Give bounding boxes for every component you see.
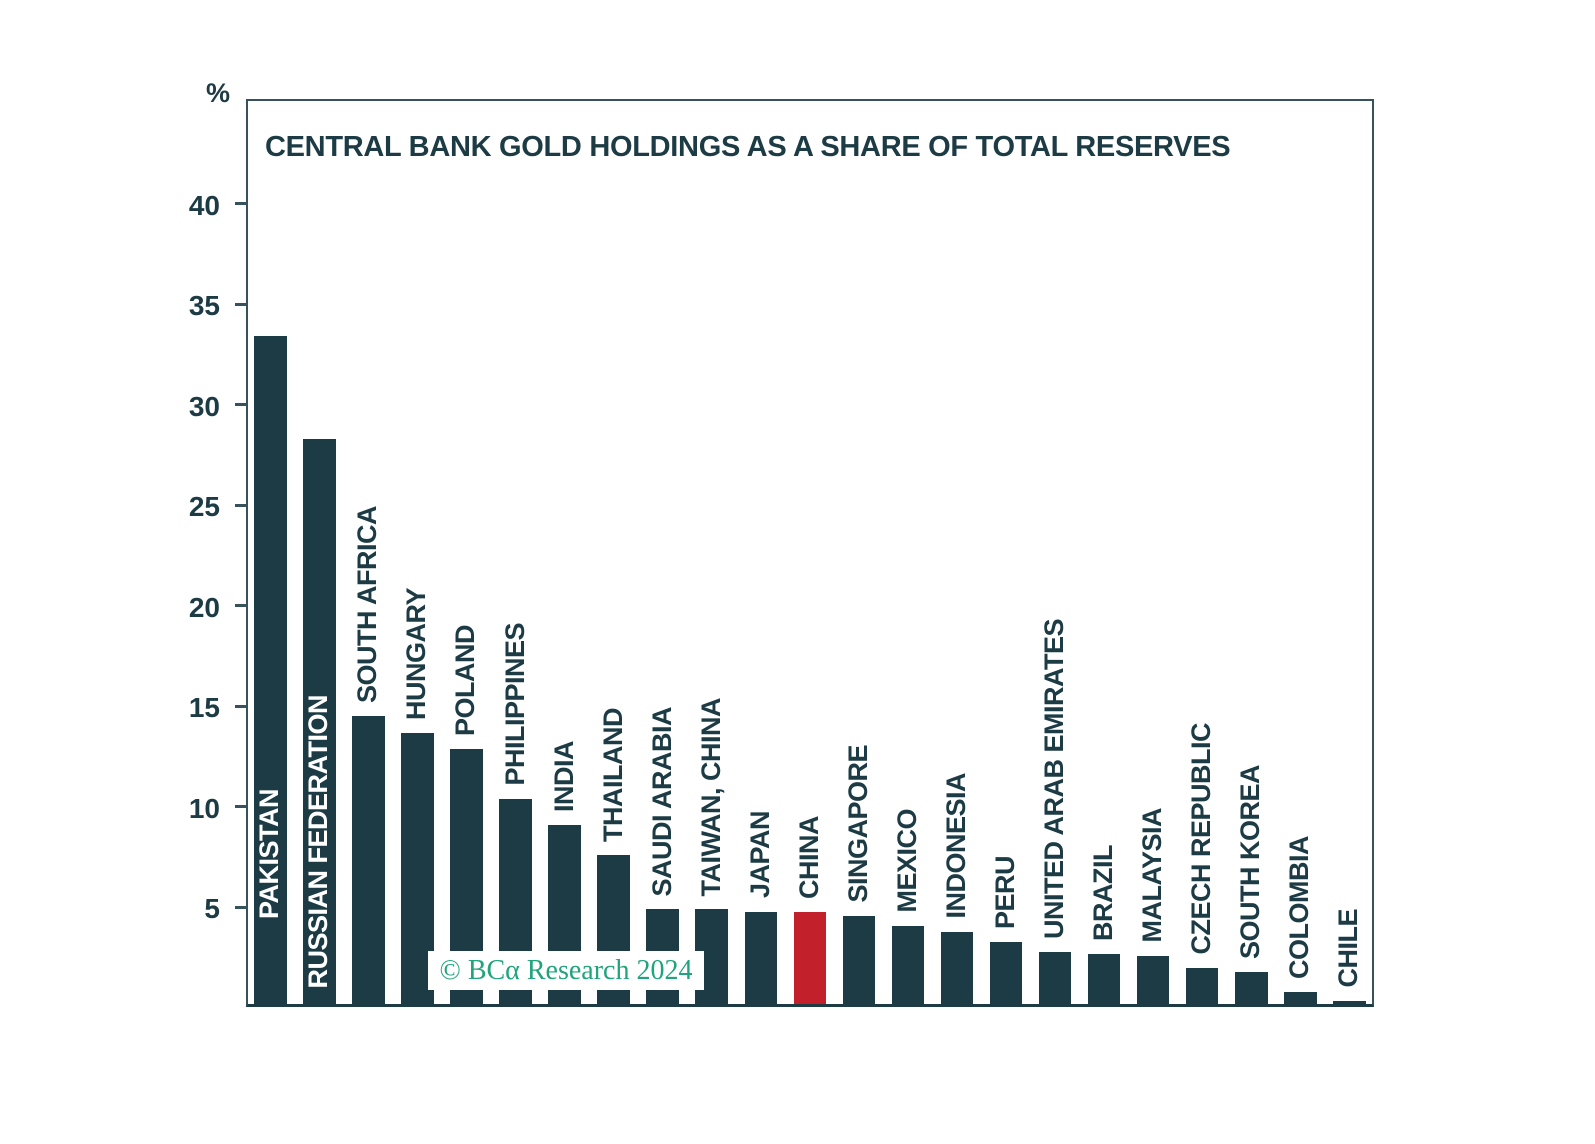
y-tick-mark-35 xyxy=(235,302,246,306)
plot-area: CENTRAL BANK GOLD HOLDINGS AS A SHARE OF… xyxy=(246,99,1374,1007)
y-axis-unit-label: % xyxy=(205,78,230,108)
y-tick-mark-5 xyxy=(235,905,246,909)
y-tick-mark-25 xyxy=(235,503,246,507)
y-tick-label-5: 5 xyxy=(204,893,220,925)
bar-south-africa xyxy=(352,716,385,1004)
bar-label-singapore: SINGAPORE xyxy=(842,745,873,903)
y-tick-label-10: 10 xyxy=(188,792,220,824)
y-tick-mark-40 xyxy=(235,202,246,206)
bar-label-russian-federation: RUSSIAN FEDERATION xyxy=(303,695,334,989)
y-tick-label-15: 15 xyxy=(188,692,220,724)
bar-label-hungary: HUNGARY xyxy=(401,587,432,720)
bar-label-malaysia: MALAYSIA xyxy=(1137,808,1168,943)
bar-czech-republic xyxy=(1185,967,1219,1004)
bar-label-saudi-arabia: SAUDI ARABIA xyxy=(646,706,677,897)
bar-peru xyxy=(989,941,1023,1004)
bar-malaysia xyxy=(1136,955,1170,1004)
bar-label-indonesia: INDONESIA xyxy=(940,773,971,919)
bar-indonesia xyxy=(940,931,974,1004)
bar-label-colombia: COLOMBIA xyxy=(1284,835,1315,979)
y-tick-label-25: 25 xyxy=(188,491,220,523)
bar-label-poland: POLAND xyxy=(450,624,481,736)
bar-label-mexico: MEXICO xyxy=(891,809,922,913)
y-tick-label-30: 30 xyxy=(188,390,220,422)
bar-label-philippines: PHILIPPINES xyxy=(499,623,530,786)
bar-china xyxy=(793,911,827,1004)
bar-label-pakistan: PAKISTAN xyxy=(254,789,285,919)
bar-south-korea xyxy=(1235,971,1268,1004)
bar-label-south-africa: SOUTH AFRICA xyxy=(352,506,383,704)
watermark-bca-research: © BCα Research 2024 xyxy=(428,951,704,990)
y-tick-mark-10 xyxy=(235,805,246,809)
bar-label-china: CHINA xyxy=(793,815,824,899)
y-tick-mark-30 xyxy=(235,403,246,407)
bar-chile xyxy=(1333,1000,1366,1004)
bar-mexico xyxy=(891,925,925,1004)
bar-japan xyxy=(744,911,777,1004)
bar-singapore xyxy=(842,915,876,1004)
chart-title: CENTRAL BANK GOLD HOLDINGS AS A SHARE OF… xyxy=(265,131,1231,163)
bar-label-india: INDIA xyxy=(548,741,579,813)
y-tick-mark-20 xyxy=(235,604,246,608)
bar-brazil xyxy=(1087,953,1121,1004)
bar-label-chile: CHILE xyxy=(1333,909,1364,988)
bar-label-thailand: THAILAND xyxy=(597,708,628,843)
bar-pakistan xyxy=(254,336,287,1004)
bar-label-united-arab-emirates: UNITED ARAB EMIRATES xyxy=(1039,618,1070,939)
bar-label-taiwan-china: TAIWAN, CHINA xyxy=(695,698,726,897)
bar-label-japan: JAPAN xyxy=(744,811,775,899)
bar-label-brazil: BRAZIL xyxy=(1088,844,1119,941)
y-tick-label-40: 40 xyxy=(188,189,220,221)
y-tick-mark-15 xyxy=(235,704,246,708)
bar-russian-federation xyxy=(303,438,336,1004)
bar-label-peru: PERU xyxy=(990,855,1020,929)
y-tick-label-20: 20 xyxy=(188,591,220,623)
y-tick-label-35: 35 xyxy=(188,290,220,322)
bar-label-czech-republic: CZECH REPUBLIC xyxy=(1186,723,1217,955)
bar-united-arab-emirates xyxy=(1038,951,1072,1004)
bar-label-south-korea: SOUTH KOREA xyxy=(1235,764,1266,959)
bar-colombia xyxy=(1284,991,1317,1004)
